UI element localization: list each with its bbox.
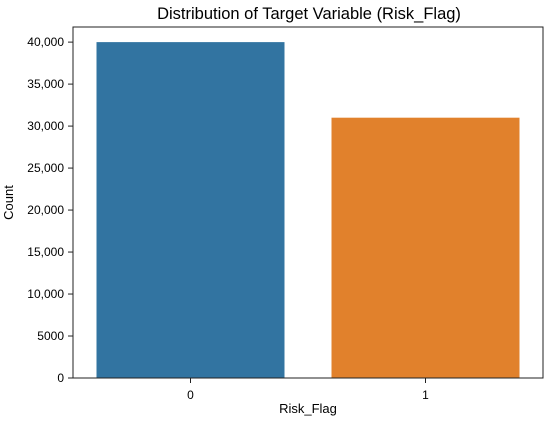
y-tick-label: 40,000	[27, 35, 64, 49]
bar-0	[96, 42, 285, 378]
y-tick-label: 35,000	[27, 77, 64, 91]
y-tick-label: 25,000	[27, 161, 64, 175]
bars	[96, 42, 520, 378]
chart-title: Distribution of Target Variable (Risk_Fl…	[157, 5, 461, 23]
y-tick-label: 5000	[37, 329, 64, 343]
bar-1	[331, 117, 520, 378]
x-tick-label: 0	[187, 388, 194, 402]
y-tick-label: 20,000	[27, 203, 64, 217]
y-axis: 0 5000 10,000 15,000 20,000 25,000 30,000 35,00…	[27, 35, 73, 385]
y-tick-label: 30,000	[27, 119, 64, 133]
plot-frame	[72, 26, 544, 379]
x-axis-label: Risk_Flag	[279, 401, 337, 416]
y-tick-label: 0	[57, 371, 64, 385]
y-tick-label: 10,000	[27, 287, 64, 301]
y-tick-label: 15,000	[27, 245, 64, 259]
x-tick-label: 1	[422, 388, 429, 402]
y-axis-label: Count	[1, 185, 16, 220]
